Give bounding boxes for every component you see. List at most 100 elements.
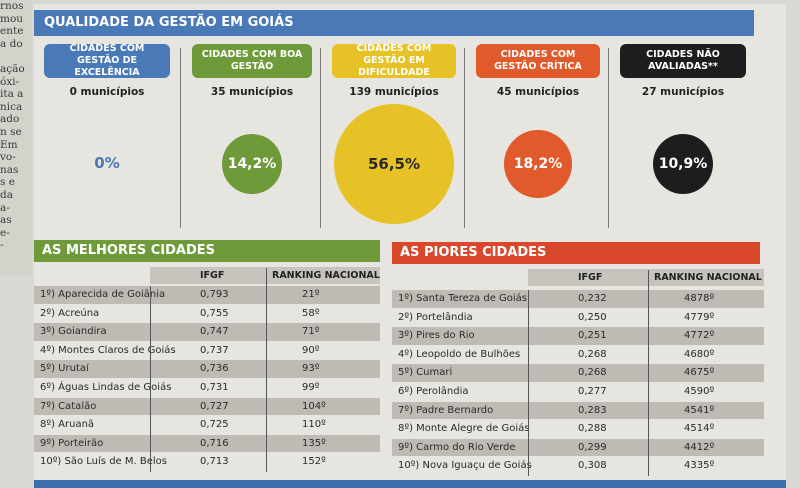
adjacent-text-line: e- — [0, 226, 10, 239]
worst-cities-table: IFGF RANKING NACIONAL 1º) Santa Tereza de … — [392, 266, 772, 482]
city-name: 1º) Aparecida de Goiânia — [40, 289, 166, 300]
city-name: 8º) Aruanã — [40, 419, 95, 431]
ifgf-value: 0,277 — [578, 386, 607, 397]
table-row: 4º) Montes Claros de Goiás 0,737 90º — [34, 342, 380, 360]
table-divider — [150, 286, 151, 472]
table-row: 3º) Pires do Rio 0,251 4772º — [392, 327, 764, 345]
category-percent-circle: 56,5% — [334, 104, 454, 224]
category-count: 45 municípios — [496, 86, 580, 98]
category-count: 139 municípios — [349, 86, 439, 98]
city-name: 7º) Padre Bernardo — [398, 404, 494, 416]
best-cities-header: AS MELHORES CIDADES — [34, 240, 380, 262]
national-rank: 135º — [302, 437, 326, 449]
adjacent-text-line: ado — [0, 113, 20, 126]
table-divider — [528, 290, 529, 476]
adjacent-text-line: a- — [0, 201, 10, 214]
category-percent-circle: 14,2% — [222, 134, 282, 194]
national-rank: 4412º — [684, 441, 715, 453]
city-name: 8º) Monte Alegre de Goiás — [398, 423, 530, 435]
category-column: CIDADES COM GESTÃO EM DIFICULDADE 139 mun… — [322, 40, 466, 235]
category-percent-circle: 10,9% — [653, 134, 713, 194]
national-rank: 110º — [302, 419, 326, 431]
column-divider — [608, 48, 609, 228]
table-row: 8º) Aruanã 0,725 110º — [34, 416, 380, 434]
city-name: 4º) Montes Claros de Goiás — [40, 344, 176, 356]
table-row: 3º) Goiandira 0,747 71º — [34, 323, 380, 341]
national-rank: 21º — [302, 289, 320, 300]
next-section-bar — [34, 480, 786, 488]
ifgf-value: 0,727 — [200, 400, 229, 412]
national-rank: 4590º — [684, 386, 715, 397]
table-row: 5º) Urutaí 0,736 93º — [34, 360, 380, 378]
adjacent-text-line: as — [0, 214, 12, 227]
city-name: 2º) Acreúna — [40, 307, 100, 319]
adjacent-text-line: ente — [0, 25, 24, 38]
table-row: 1º) Aparecida de Goiânia 0,793 21º — [34, 286, 380, 304]
ifgf-value: 0,713 — [200, 456, 229, 468]
adjacent-column-text: rnos mou ente a do ação óxi-ita a nica ado n se… — [0, 0, 32, 275]
ifgf-value: 0,268 — [578, 367, 607, 379]
ifgf-value: 0,299 — [578, 441, 607, 453]
ifgf-value: 0,288 — [578, 423, 607, 435]
ranking-column-header: RANKING NACIONAL — [654, 272, 762, 283]
national-rank: 4335º — [684, 460, 715, 472]
adjacent-text-line: Em — [0, 138, 18, 151]
national-rank: 104º — [302, 400, 326, 412]
table-row: 6º) Águas Lindas de Goiás 0,731 99º — [34, 379, 380, 397]
ifgf-value: 0,283 — [578, 404, 607, 416]
category-badge: CIDADES COM GESTÃO DE EXCELÊNCIA — [44, 43, 170, 78]
city-name: 6º) Águas Lindas de Goiás — [40, 382, 172, 393]
category-count: 27 municípios — [641, 86, 725, 98]
adjacent-text-line: n se — [0, 125, 22, 138]
national-rank: 4514º — [684, 423, 715, 435]
adjacent-text-line: ita a — [0, 88, 24, 101]
table-divider — [648, 270, 649, 476]
adjacent-text-line: ação — [0, 62, 25, 75]
city-name: 9º) Porteirão — [40, 437, 104, 449]
category-columns: CIDADES COM GESTÃO DE EXCELÊNCIA 0 municí… — [34, 40, 786, 235]
national-rank: 58º — [302, 307, 320, 319]
worst-cities-header: AS PIORES CIDADES — [392, 242, 760, 264]
infographic-title: QUALIDADE DA GESTÃO EM GOIÁS — [34, 10, 754, 36]
table-row: 6º) Perolândia 0,277 4590º — [392, 383, 764, 401]
ifgf-value: 0,308 — [578, 460, 607, 472]
category-count: 35 municípios — [210, 86, 294, 98]
adjacent-text-line: da — [0, 188, 13, 201]
ifgf-value: 0,736 — [200, 363, 229, 375]
category-percent: 14,2% — [227, 156, 277, 172]
national-rank: 93º — [302, 363, 320, 375]
category-percent: 56,5% — [367, 155, 421, 173]
adjacent-text-line: óxi- — [0, 75, 20, 88]
city-name: 1º) Santa Tereza de Goiás — [398, 293, 528, 304]
table-row: 2º) Portelândia 0,250 4779º — [392, 309, 764, 327]
ifgf-value: 0,250 — [578, 311, 607, 323]
category-column: CIDADES COM GESTÃO DE EXCELÊNCIA 0 municí… — [34, 40, 180, 235]
adjacent-text-line: s e — [0, 176, 15, 189]
ifgf-value: 0,251 — [578, 330, 607, 342]
adjacent-text-line: nas — [0, 163, 19, 176]
category-percent-circle: 18,2% — [504, 130, 572, 198]
table-row: 7º) Padre Bernardo 0,283 4541º — [392, 401, 764, 420]
national-rank: 4675º — [684, 367, 715, 379]
table-row: 10º) Nova Iguaçu de Goiás 0,308 4335º — [392, 457, 764, 475]
table-row: 10º) São Luís de M. Belos 0,713 152º — [34, 453, 380, 471]
national-rank: 4779º — [684, 311, 715, 323]
adjacent-text-line: a do — [0, 37, 23, 50]
ranking-column-header: RANKING NACIONAL — [272, 270, 380, 281]
adjacent-text-line: - — [0, 239, 4, 252]
column-divider — [464, 48, 465, 228]
ifgf-column-header: IFGF — [200, 270, 225, 281]
city-name: 3º) Pires do Rio — [398, 330, 475, 342]
infographic: QUALIDADE DA GESTÃO EM GOIÁS CIDADES COM… — [34, 4, 786, 488]
category-count: 0 municípios — [69, 86, 145, 98]
category-badge: CIDADES COM GESTÃO EM DIFICULDADE — [332, 43, 456, 78]
adjacent-text-line: rnos — [0, 0, 24, 12]
adjacent-text-line: vo- — [0, 151, 16, 164]
table-row: 9º) Porteirão 0,716 135º — [34, 434, 380, 453]
national-rank: 90º — [302, 344, 320, 356]
adjacent-text-line — [0, 50, 32, 63]
column-divider — [320, 48, 321, 228]
city-name: 2º) Portelândia — [398, 311, 473, 323]
category-percent: 10,9% — [658, 156, 708, 172]
category-badge: CIDADES COM BOA GESTÃO — [192, 44, 312, 78]
